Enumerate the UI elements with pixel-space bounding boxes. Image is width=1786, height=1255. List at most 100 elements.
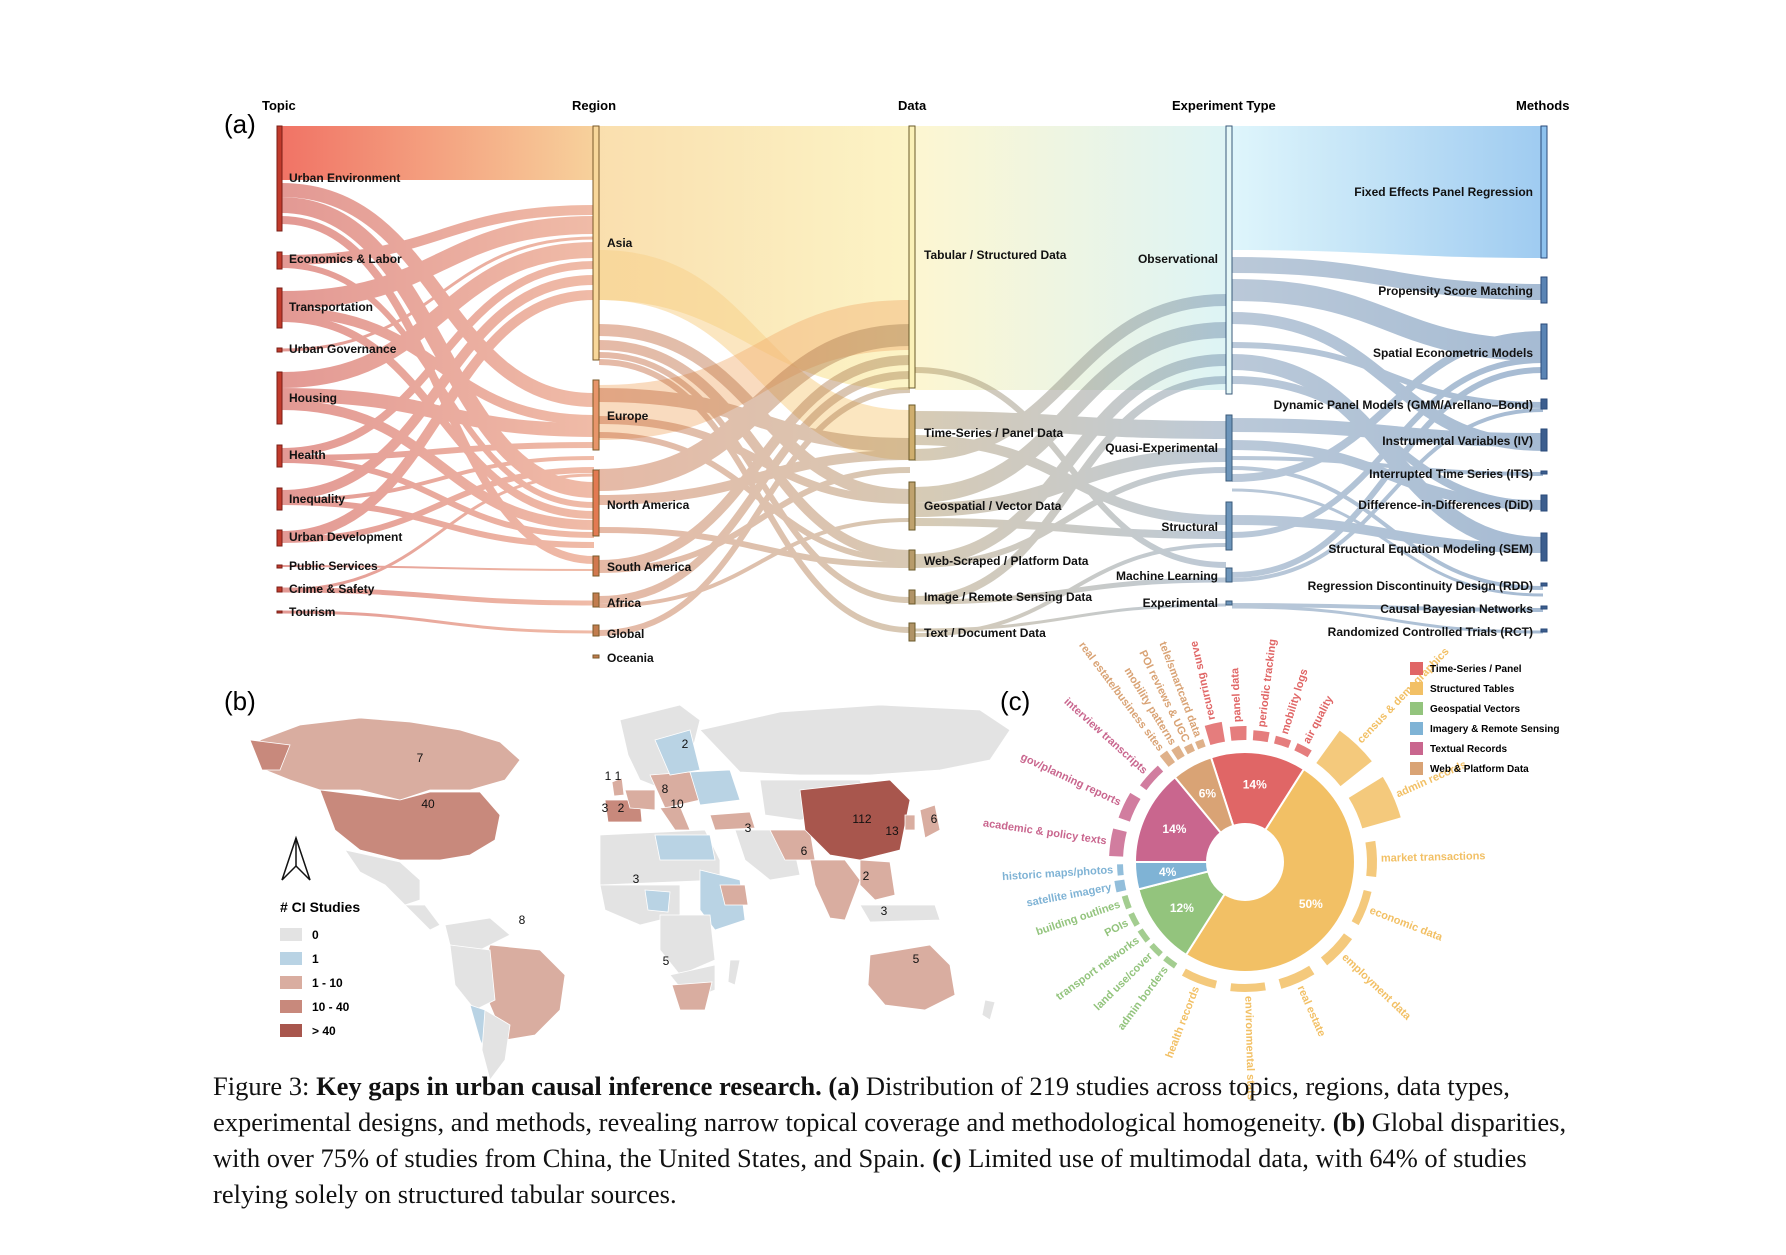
map-count-portugal: 3 xyxy=(602,801,609,815)
map-count-southeast-asia: 2 xyxy=(863,869,870,883)
sunburst-legend: Time-Series / Panel Structured Tables Geos… xyxy=(1410,662,1559,775)
region-indonesia xyxy=(859,904,941,923)
node-text xyxy=(908,622,916,642)
sunburst-outer-bar xyxy=(1351,890,1372,926)
label-south-america: South America xyxy=(607,560,692,574)
sunburst-legend-label: Textual Records xyxy=(1430,744,1507,755)
sunburst-percent-label: 14% xyxy=(1162,822,1186,836)
panel-label-a: (a) xyxy=(224,109,256,139)
map-legend-label: > 40 xyxy=(312,1024,336,1038)
map-count-scandinavia: 2 xyxy=(682,737,689,751)
map-legend-items: 0 1 1 - 10 10 - 40 > 40 xyxy=(280,928,350,1038)
node-south-america xyxy=(592,555,600,577)
experiment-method-flows xyxy=(1231,257,1544,634)
sunburst-outer-label: environmental stats xyxy=(1242,996,1256,1100)
label-health: Health xyxy=(289,448,326,462)
label-crime-safety: Crime & Safety xyxy=(289,582,375,596)
sunburst-outer-bar xyxy=(1229,726,1247,741)
sunburst-outer-bar xyxy=(1117,864,1124,876)
sunburst-outer-bar xyxy=(1118,792,1141,822)
label-machine-learning: Machine Learning xyxy=(1116,569,1218,583)
sunburst-outer-bar xyxy=(1316,730,1372,787)
node-urban-development xyxy=(276,529,283,547)
node-housing xyxy=(276,371,283,425)
sunburst-outer-label: market transactions xyxy=(1381,850,1486,864)
node-machine-learning xyxy=(1225,567,1233,583)
node-geospatial xyxy=(908,481,916,531)
map-count-central-europe: 8 xyxy=(662,782,669,796)
region-japan xyxy=(919,804,941,839)
map-count-japan: 13 xyxy=(885,824,899,838)
sunburst-outer-bar xyxy=(1274,735,1292,748)
label-sem: Structural Equation Modeling (SEM) xyxy=(1328,542,1533,556)
label-time-series: Time-Series / Panel Data xyxy=(924,426,1064,440)
sunburst-inner-segment xyxy=(1184,767,1356,973)
region-new-zealand xyxy=(981,999,996,1021)
region-scandinavia xyxy=(654,729,701,776)
sunburst-outer-bar xyxy=(1139,765,1164,791)
label-urban-development: Urban Development xyxy=(289,530,402,544)
sunburst-outer-bar xyxy=(1128,912,1140,927)
node-cbn xyxy=(1540,605,1548,610)
sunburst-outer-label: health records xyxy=(1164,985,1203,1060)
column-header-region: Region xyxy=(572,98,616,113)
node-oceania xyxy=(592,654,600,659)
map-legend-swatch xyxy=(280,928,302,941)
sunburst-outer-bar xyxy=(1114,879,1127,893)
region-south-africa xyxy=(671,981,713,1011)
sunburst-outer-bar xyxy=(1230,982,1266,992)
label-web-scraped: Web-Scraped / Platform Data xyxy=(924,554,1089,568)
sunburst-outer-bar xyxy=(1121,895,1132,910)
label-global: Global xyxy=(607,627,644,641)
node-image xyxy=(908,589,916,605)
region-argentina xyxy=(481,1009,511,1081)
region-india xyxy=(809,859,861,921)
map-count-spain: 2 xyxy=(618,801,625,815)
node-health xyxy=(276,444,283,468)
column-header-methods: Methods xyxy=(1516,98,1569,113)
region-central-africa xyxy=(659,914,716,976)
region-eastern-europe xyxy=(689,769,741,806)
region-peru-bolivia xyxy=(449,944,496,1011)
sunburst-percent-label: 12% xyxy=(1170,901,1194,915)
node-spatial-econometric xyxy=(1540,323,1548,380)
label-economics-labor: Economics & Labor xyxy=(289,252,402,266)
node-transportation xyxy=(276,287,283,329)
node-observational xyxy=(1225,125,1233,395)
region-russia xyxy=(699,704,1011,776)
caption-a-tag: (a) xyxy=(828,1071,860,1101)
node-tabular xyxy=(908,125,916,389)
sunburst-percent-label: 50% xyxy=(1299,897,1323,911)
node-experimental xyxy=(1225,600,1233,606)
map-legend-label: 1 xyxy=(312,952,319,966)
label-geospatial: Geospatial / Vector Data xyxy=(924,499,1062,513)
node-urban-governance xyxy=(276,347,283,353)
panel-b-map: (b) xyxy=(224,686,1011,1081)
sunburst-outer-label: employment data xyxy=(1339,951,1413,1023)
region-china xyxy=(799,779,911,861)
sunburst-outer-bar xyxy=(1365,840,1377,878)
node-psm xyxy=(1540,276,1548,304)
label-rdd: Regression Discontinuity Design (RDD) xyxy=(1308,579,1533,593)
region-uk xyxy=(611,777,625,797)
caption-b-tag: (b) xyxy=(1332,1107,1366,1137)
map-legend-swatch xyxy=(280,1024,302,1037)
sunburst-outer-bar xyxy=(1252,730,1270,743)
region-ethiopia xyxy=(719,884,749,906)
sunburst-outer-label: POIs xyxy=(1103,917,1131,939)
map-count-australia: 5 xyxy=(913,952,920,966)
flow-band-asia-time-series xyxy=(599,250,910,460)
sunburst-legend-swatch xyxy=(1410,662,1423,675)
region-alaska xyxy=(249,739,291,771)
region-australia xyxy=(867,944,956,1011)
label-quasi-experimental: Quasi-Experimental xyxy=(1105,441,1218,455)
region-turkey xyxy=(709,811,756,831)
sunburst-outer-bar xyxy=(1109,828,1127,857)
sunburst-outer-label: air quality xyxy=(1301,693,1336,745)
label-its: Interrupted Time Series (ITS) xyxy=(1369,467,1533,481)
map-count-canada: 7 xyxy=(417,751,424,765)
sunburst-percent-label: 14% xyxy=(1243,778,1267,792)
sunburst-legend-label: Web & Platform Data xyxy=(1430,764,1529,775)
column-header-topic: Topic xyxy=(262,98,296,113)
